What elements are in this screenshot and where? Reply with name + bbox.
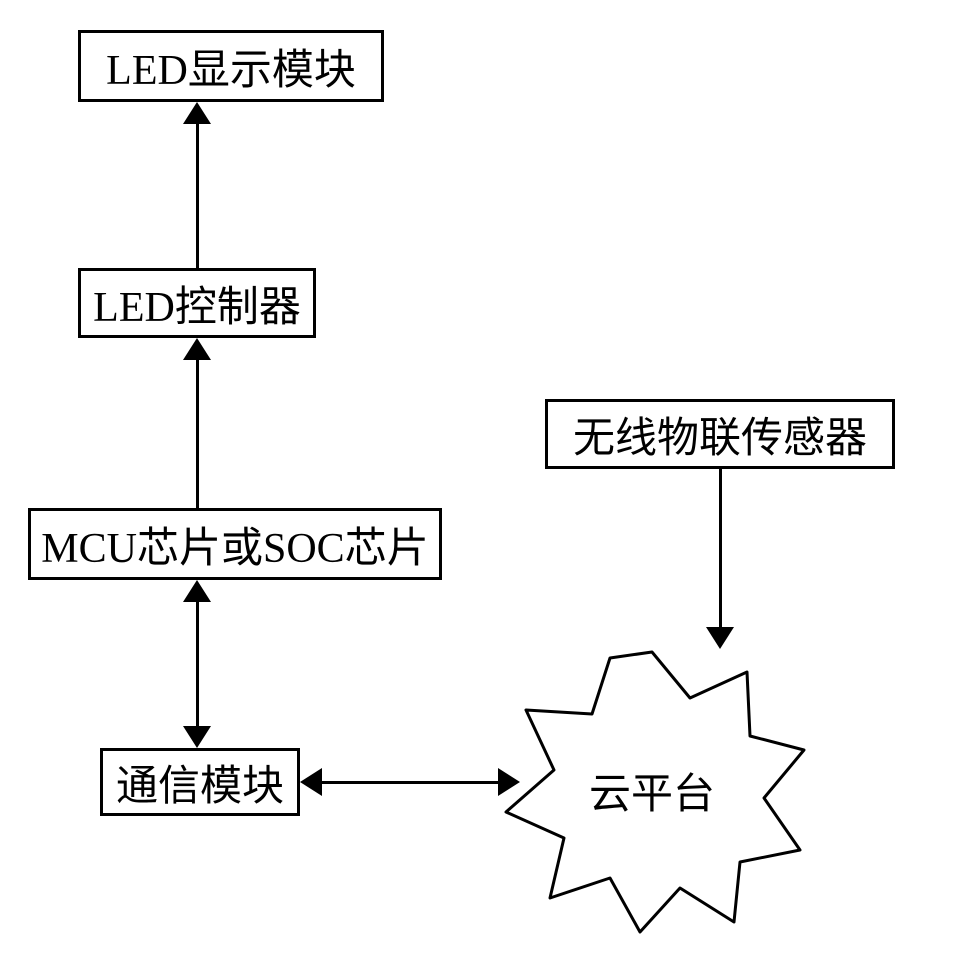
edge-mcu-comm — [196, 602, 199, 726]
node-cloud-platform: 云平台 — [492, 640, 812, 940]
node-wireless-sensor: 无线物联传感器 — [545, 399, 895, 469]
edge-comm-cloud — [322, 781, 498, 784]
edge-mcu-to-controller — [196, 360, 199, 508]
node-label: LED控制器 — [93, 273, 301, 334]
node-label: 通信模块 — [116, 752, 284, 813]
arrowhead-down-icon — [183, 726, 211, 748]
node-led-display: LED显示模块 — [78, 30, 384, 102]
node-label: 无线物联传感器 — [573, 404, 867, 465]
arrowhead-right-icon — [498, 768, 520, 796]
node-mcu-soc: MCU芯片或SOC芯片 — [28, 508, 442, 580]
node-comm-module: 通信模块 — [100, 748, 300, 816]
arrowhead-down-icon — [706, 627, 734, 649]
edge-sensor-to-cloud — [719, 469, 722, 627]
arrowhead-up-icon — [183, 580, 211, 602]
node-label: MCU芯片或SOC芯片 — [41, 514, 428, 575]
arrowhead-up-icon — [183, 102, 211, 124]
arrowhead-up-icon — [183, 338, 211, 360]
diagram-canvas: LED显示模块 LED控制器 MCU芯片或SOC芯片 通信模块 无线物联传感器 … — [0, 0, 966, 968]
node-label: LED显示模块 — [106, 36, 356, 97]
edge-controller-to-display — [196, 124, 199, 268]
node-label: 云平台 — [589, 760, 715, 821]
node-led-controller: LED控制器 — [78, 268, 316, 338]
arrowhead-left-icon — [300, 768, 322, 796]
